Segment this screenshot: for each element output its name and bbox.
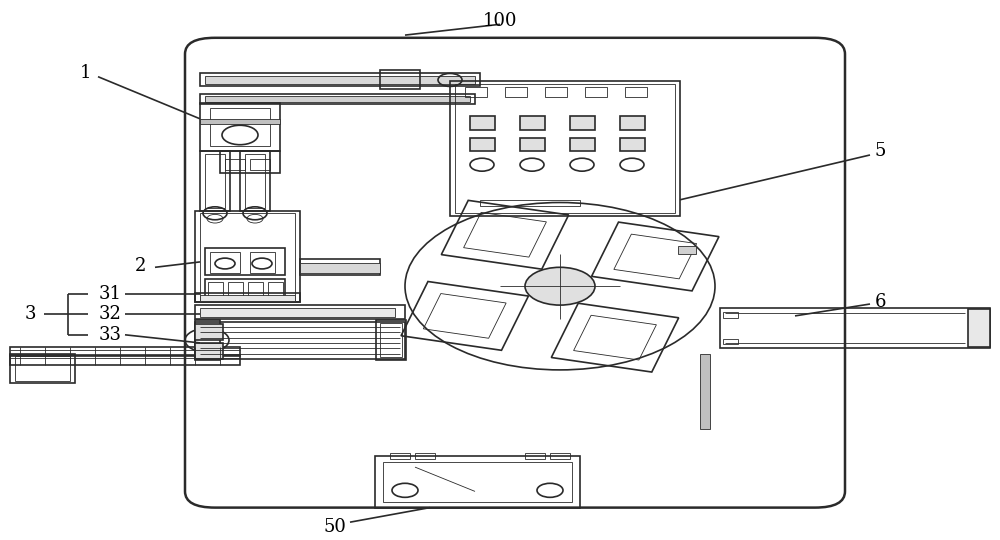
Bar (723, 312, 738, 318)
Text: 1: 1 (79, 64, 91, 82)
Bar (415, 453, 435, 459)
Bar (525, 453, 545, 459)
Bar (200, 295, 295, 301)
Bar (455, 84, 675, 213)
Bar (450, 81, 680, 216)
Text: 3: 3 (24, 305, 36, 323)
Bar (585, 87, 607, 97)
Bar (480, 200, 580, 206)
Bar (195, 324, 223, 340)
Bar (625, 87, 647, 97)
Bar (200, 119, 280, 124)
Bar (248, 282, 263, 296)
Text: 31: 31 (98, 285, 122, 303)
Bar (520, 138, 545, 151)
Text: 2: 2 (134, 256, 146, 275)
Bar (200, 151, 230, 211)
Bar (200, 103, 280, 151)
Bar (195, 322, 405, 359)
Bar (465, 87, 487, 97)
Bar (200, 73, 480, 86)
Bar (210, 108, 270, 146)
Text: 6: 6 (874, 293, 886, 312)
Bar (245, 154, 265, 208)
Bar (195, 293, 300, 302)
Bar (620, 116, 645, 130)
Bar (390, 453, 410, 459)
Bar (505, 87, 527, 97)
Bar (228, 282, 243, 296)
Text: 50: 50 (324, 517, 346, 536)
Bar (300, 263, 380, 273)
Bar (520, 116, 545, 130)
Bar (205, 96, 470, 102)
Bar (380, 70, 420, 89)
Bar (968, 309, 990, 347)
Bar (205, 154, 225, 208)
Bar (10, 347, 240, 356)
Bar (205, 248, 285, 275)
Text: 5: 5 (874, 142, 886, 160)
Bar (200, 94, 475, 104)
Bar (250, 159, 270, 170)
Bar (570, 116, 595, 130)
Bar (570, 138, 595, 151)
Bar (240, 151, 270, 211)
Bar (545, 87, 567, 97)
Text: 32: 32 (99, 305, 121, 323)
Text: 33: 33 (98, 326, 122, 344)
Bar (376, 320, 406, 360)
Bar (678, 246, 696, 254)
Bar (268, 282, 283, 296)
Bar (195, 320, 220, 360)
Bar (195, 343, 223, 359)
Bar (10, 355, 240, 365)
Bar (300, 259, 380, 275)
Bar (470, 116, 495, 130)
Circle shape (525, 267, 595, 305)
Bar (700, 354, 710, 429)
Bar (200, 213, 295, 300)
Bar (550, 453, 570, 459)
Bar (225, 159, 245, 170)
Bar (250, 252, 275, 273)
Bar (375, 456, 580, 508)
Bar (208, 282, 223, 296)
Bar (200, 308, 395, 317)
Bar (15, 356, 70, 381)
Bar (205, 279, 285, 298)
Bar (10, 354, 75, 383)
Bar (383, 462, 572, 502)
Bar (723, 339, 738, 344)
Bar (620, 138, 645, 151)
Text: 100: 100 (483, 11, 517, 30)
Bar (220, 151, 280, 173)
Bar (470, 138, 495, 151)
Bar (205, 76, 475, 84)
Bar (195, 305, 405, 319)
Bar (195, 211, 300, 302)
Bar (210, 252, 240, 273)
Bar (380, 323, 402, 357)
Bar (720, 308, 990, 348)
